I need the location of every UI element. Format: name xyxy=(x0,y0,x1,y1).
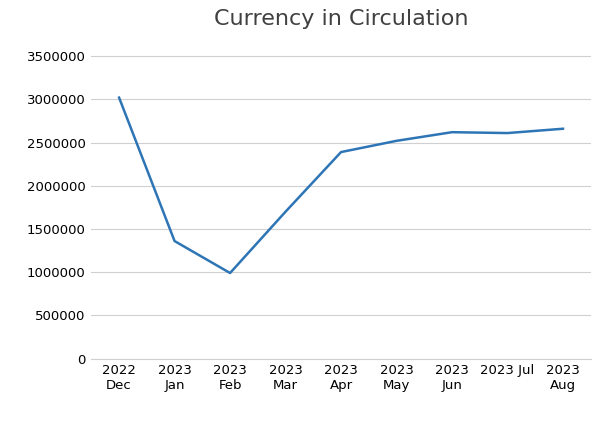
Title: Currency in Circulation: Currency in Circulation xyxy=(214,9,468,29)
